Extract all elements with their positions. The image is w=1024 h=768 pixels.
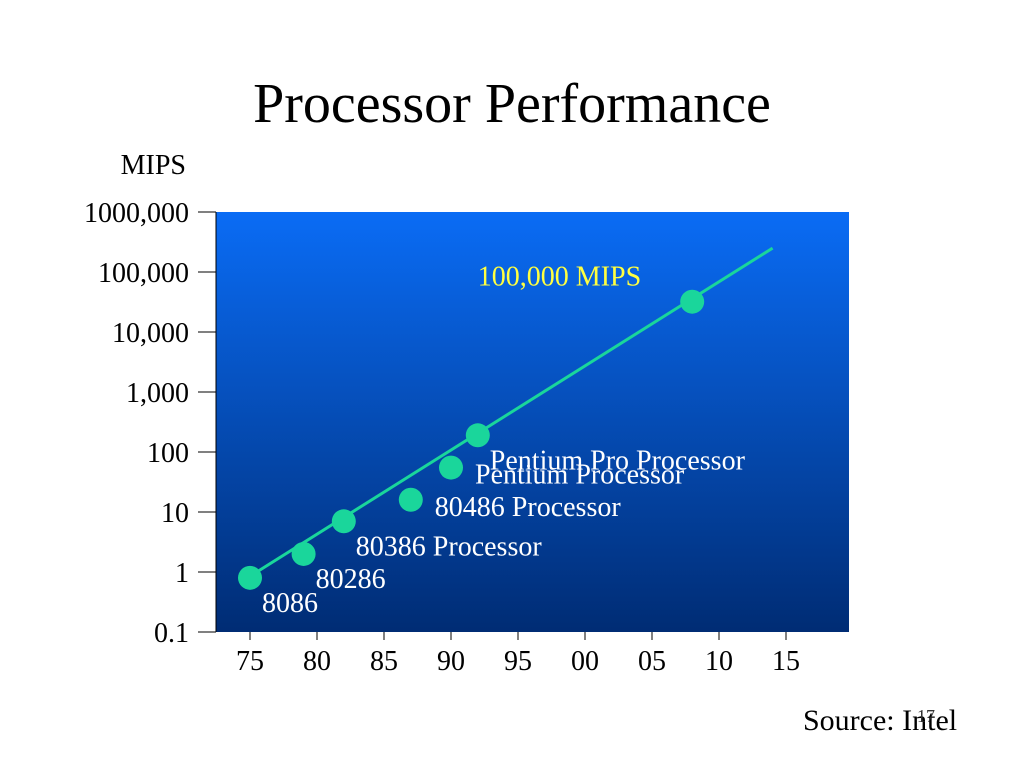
axes: MIPS 1000,000 100,000 10,000 1,000 100 10 1 0.1 7… <box>84 150 800 677</box>
point-label: 8086 <box>262 588 318 619</box>
annotation-label: 100,000 MIPS <box>478 261 641 292</box>
data-point <box>439 455 463 480</box>
data-point <box>680 289 705 314</box>
data-point <box>238 565 262 590</box>
x-tick-label: 80 <box>303 646 331 677</box>
y-tick-label: 100 <box>147 438 189 469</box>
data-point <box>291 541 316 566</box>
data-point <box>331 509 356 534</box>
y-axis-title: MIPS <box>121 150 186 181</box>
point-label: 80286 <box>316 564 386 595</box>
y-tick-label: 1000,000 <box>84 198 189 229</box>
x-tick-label: 05 <box>638 646 666 677</box>
points-layer <box>238 289 705 590</box>
x-tick-label: 95 <box>504 646 532 677</box>
y-tick-label: 10 <box>161 498 189 529</box>
slide-title: Processor Performance <box>253 73 771 135</box>
y-tick-label: 100,000 <box>98 258 189 289</box>
y-tick-label: 0.1 <box>154 618 189 649</box>
x-tick-label: 00 <box>571 646 599 677</box>
x-tick-label: 85 <box>370 646 398 677</box>
x-tick-label: 75 <box>236 646 264 677</box>
data-point <box>398 487 423 512</box>
x-tick-label: 90 <box>437 646 465 677</box>
y-tick-label: 10,000 <box>112 318 189 349</box>
x-tick-label: 15 <box>772 646 800 677</box>
data-point <box>465 423 490 448</box>
point-label: 80386 Processor <box>356 531 543 562</box>
slide-number: 17 <box>917 706 935 726</box>
source-note: Source: Intel <box>803 704 958 737</box>
plot-area <box>216 212 849 632</box>
point-label: Pentium Processor <box>475 460 685 491</box>
point-label: Pentium Pro Processor <box>490 445 746 476</box>
y-tick-label: 1,000 <box>126 378 189 409</box>
x-tick-label: 10 <box>705 646 733 677</box>
point-label: 80486 Processor <box>435 492 622 523</box>
y-tick-label: 1 <box>175 558 189 589</box>
